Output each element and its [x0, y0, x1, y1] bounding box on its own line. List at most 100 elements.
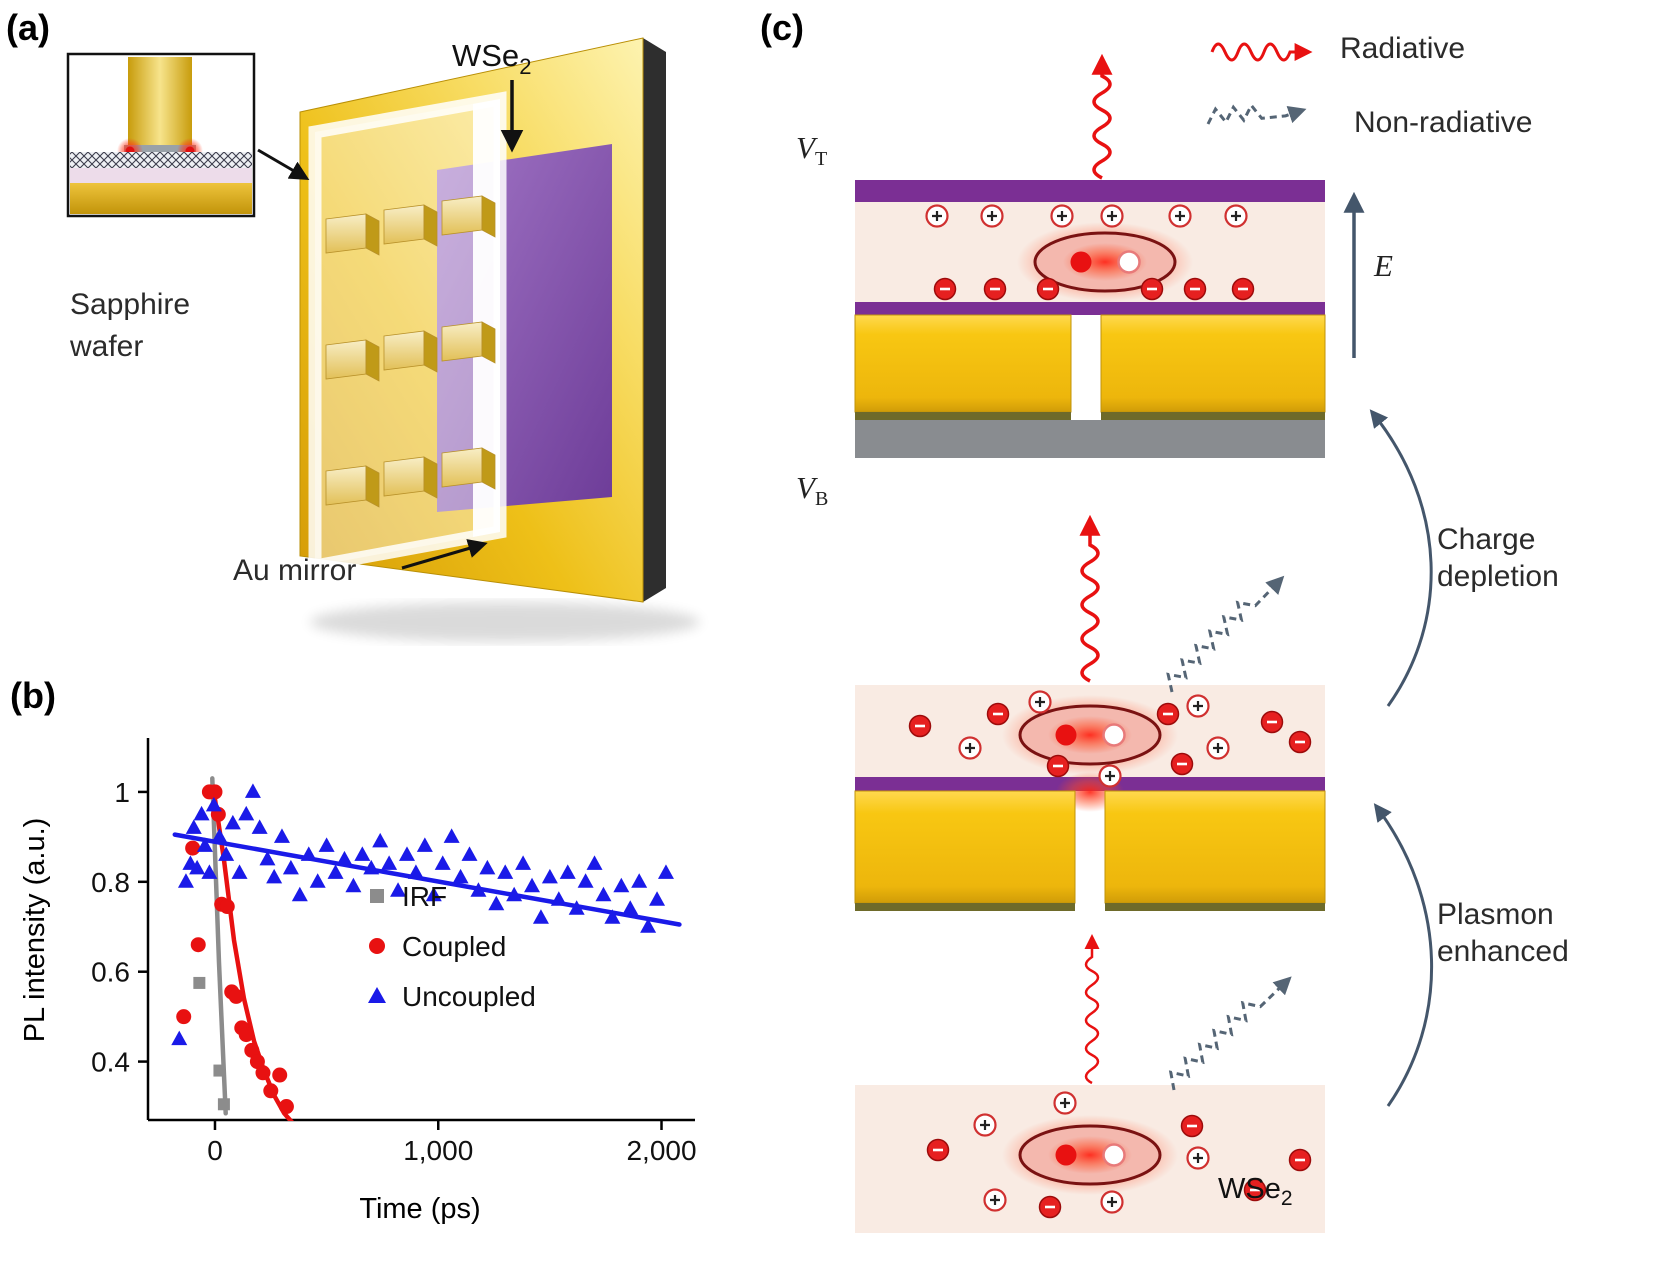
uncoupled-data-point [443, 828, 460, 843]
gold-contact-right [1100, 314, 1326, 413]
sapphire-label-line1: Sapphire [70, 288, 190, 321]
chart-axes [146, 738, 695, 1122]
wse2-monolayer [855, 302, 1325, 315]
radiative-wave-icon [1210, 42, 1313, 62]
charge-depletion-label-line1: Charge [1437, 523, 1535, 556]
coupled-data-point [219, 899, 235, 915]
irf-data-point [213, 1064, 226, 1077]
negative-charge-icon [926, 1138, 950, 1162]
irf-legend-label: IRF [402, 881, 447, 912]
positive-charge-icon [1028, 690, 1052, 714]
coupled-data-point [255, 1065, 271, 1081]
uncoupled-data-point [461, 846, 478, 861]
top-gate-layer [855, 180, 1325, 202]
uncoupled-data-point [586, 855, 603, 870]
sapphire-label-line2: wafer [69, 330, 143, 363]
irf-data-point [217, 1098, 230, 1111]
y-tick-label: 0.6 [91, 957, 130, 988]
uncoupled-data-point [452, 868, 469, 884]
negative-charge-icon [1140, 277, 1164, 301]
irf-data-point [193, 976, 206, 989]
gold-contact-left-edge [855, 903, 1075, 911]
gold-contact-left [854, 314, 1072, 413]
gold-contact-left [854, 790, 1076, 904]
negative-charge-icon [933, 277, 957, 301]
radiative-emission-arrow-top [1091, 53, 1113, 180]
uncoupled-data-point [201, 864, 218, 879]
uncoupled-legend-label: Uncoupled [402, 981, 536, 1012]
x-tick-label: 1,000 [403, 1135, 473, 1166]
coupled-data-point [244, 1042, 260, 1058]
uncoupled-data-point [613, 877, 630, 893]
y-tick-label: 0.8 [91, 867, 130, 898]
uncoupled-data-point [524, 877, 541, 893]
positive-charge-icon [1050, 204, 1074, 228]
uncoupled-data-point [568, 900, 585, 915]
uncoupled-data-point [189, 859, 206, 875]
coupled-data-point [272, 1067, 288, 1083]
uncoupled-data-point [205, 796, 222, 812]
gold-contact-left-edge [855, 412, 1071, 420]
uncoupled-data-point [218, 846, 235, 861]
uncoupled-data-point [425, 886, 442, 902]
inset-pointer-arrow [257, 148, 310, 180]
positive-charge-icon [1224, 204, 1248, 228]
positive-charge-icon [1206, 736, 1230, 760]
radiative-emission-arrow-middle [1079, 514, 1101, 683]
substrate-layer [855, 420, 1325, 458]
panel-a-label: (a) [6, 7, 50, 48]
irf-legend-marker [370, 889, 384, 903]
uncoupled-data-point [640, 918, 657, 933]
coupled-data-point [207, 784, 223, 800]
chart-data-marks [171, 776, 682, 1121]
positive-charge-icon [958, 736, 982, 760]
y-tick-label: 1 [114, 777, 130, 808]
uncoupled-data-point [244, 783, 261, 798]
uncoupled-data-point [185, 819, 202, 834]
plasmon-enhanced-label-line1: Plasmon [1437, 898, 1554, 931]
non-radiative-legend-label: Non-radiative [1354, 106, 1532, 139]
inset-monolayer-lattice [70, 152, 252, 168]
inset-border [66, 52, 256, 218]
uncoupled-data-point [506, 886, 523, 902]
top-device [854, 180, 1326, 458]
uncoupled-data-point [479, 859, 496, 875]
inset-gold-mirror-layer [70, 183, 252, 214]
x-axis-title: Time (ps) [359, 1193, 480, 1225]
uncoupled-data-point [649, 891, 666, 906]
positive-charge-icon [973, 1113, 997, 1137]
negative-charge-icon [1038, 1195, 1062, 1219]
uncoupled-data-point [318, 837, 335, 852]
e-field-label: E [1373, 248, 1393, 283]
negative-charge-icon [908, 714, 932, 738]
uncoupled-data-point [532, 909, 549, 924]
negative-charge-icon [1046, 754, 1070, 778]
uncoupled-data-point [550, 891, 567, 906]
coupled-data-point [249, 1054, 265, 1070]
coupled-data-point [238, 1027, 254, 1043]
gold-contact-right-edge [1105, 903, 1325, 911]
uncoupled-data-point [211, 828, 228, 843]
uncoupled-data-point [416, 837, 433, 852]
coupled-legend-label: Coupled [402, 931, 506, 962]
coupled-data-point [185, 840, 201, 856]
negative-charge-icon [1288, 1148, 1312, 1172]
negative-charge-icon [986, 702, 1010, 726]
coupled-data-point [190, 937, 206, 953]
uncoupled-data-point [336, 850, 353, 866]
non-radiative-wave-icon [1206, 102, 1307, 125]
uncoupled-data-point [196, 837, 213, 852]
charge-depletion-arrow [1369, 409, 1433, 707]
coupled-data-point [278, 1099, 294, 1115]
plasmon-enhanced-arrow [1373, 803, 1434, 1107]
uncoupled-data-point [657, 864, 674, 879]
positive-charge-icon [980, 204, 1004, 228]
positive-charge-icon [983, 1188, 1007, 1212]
radiative-emission-arrow-bottom [1084, 934, 1100, 1085]
uncoupled-data-point [300, 846, 317, 861]
positive-charge-icon [1186, 1146, 1210, 1170]
uncoupled-data-point [266, 868, 283, 884]
inset-dielectric-layer [70, 168, 252, 183]
uncoupled-data-point [177, 873, 194, 888]
panel-a-device-schematic: (a) [6, 7, 700, 642]
